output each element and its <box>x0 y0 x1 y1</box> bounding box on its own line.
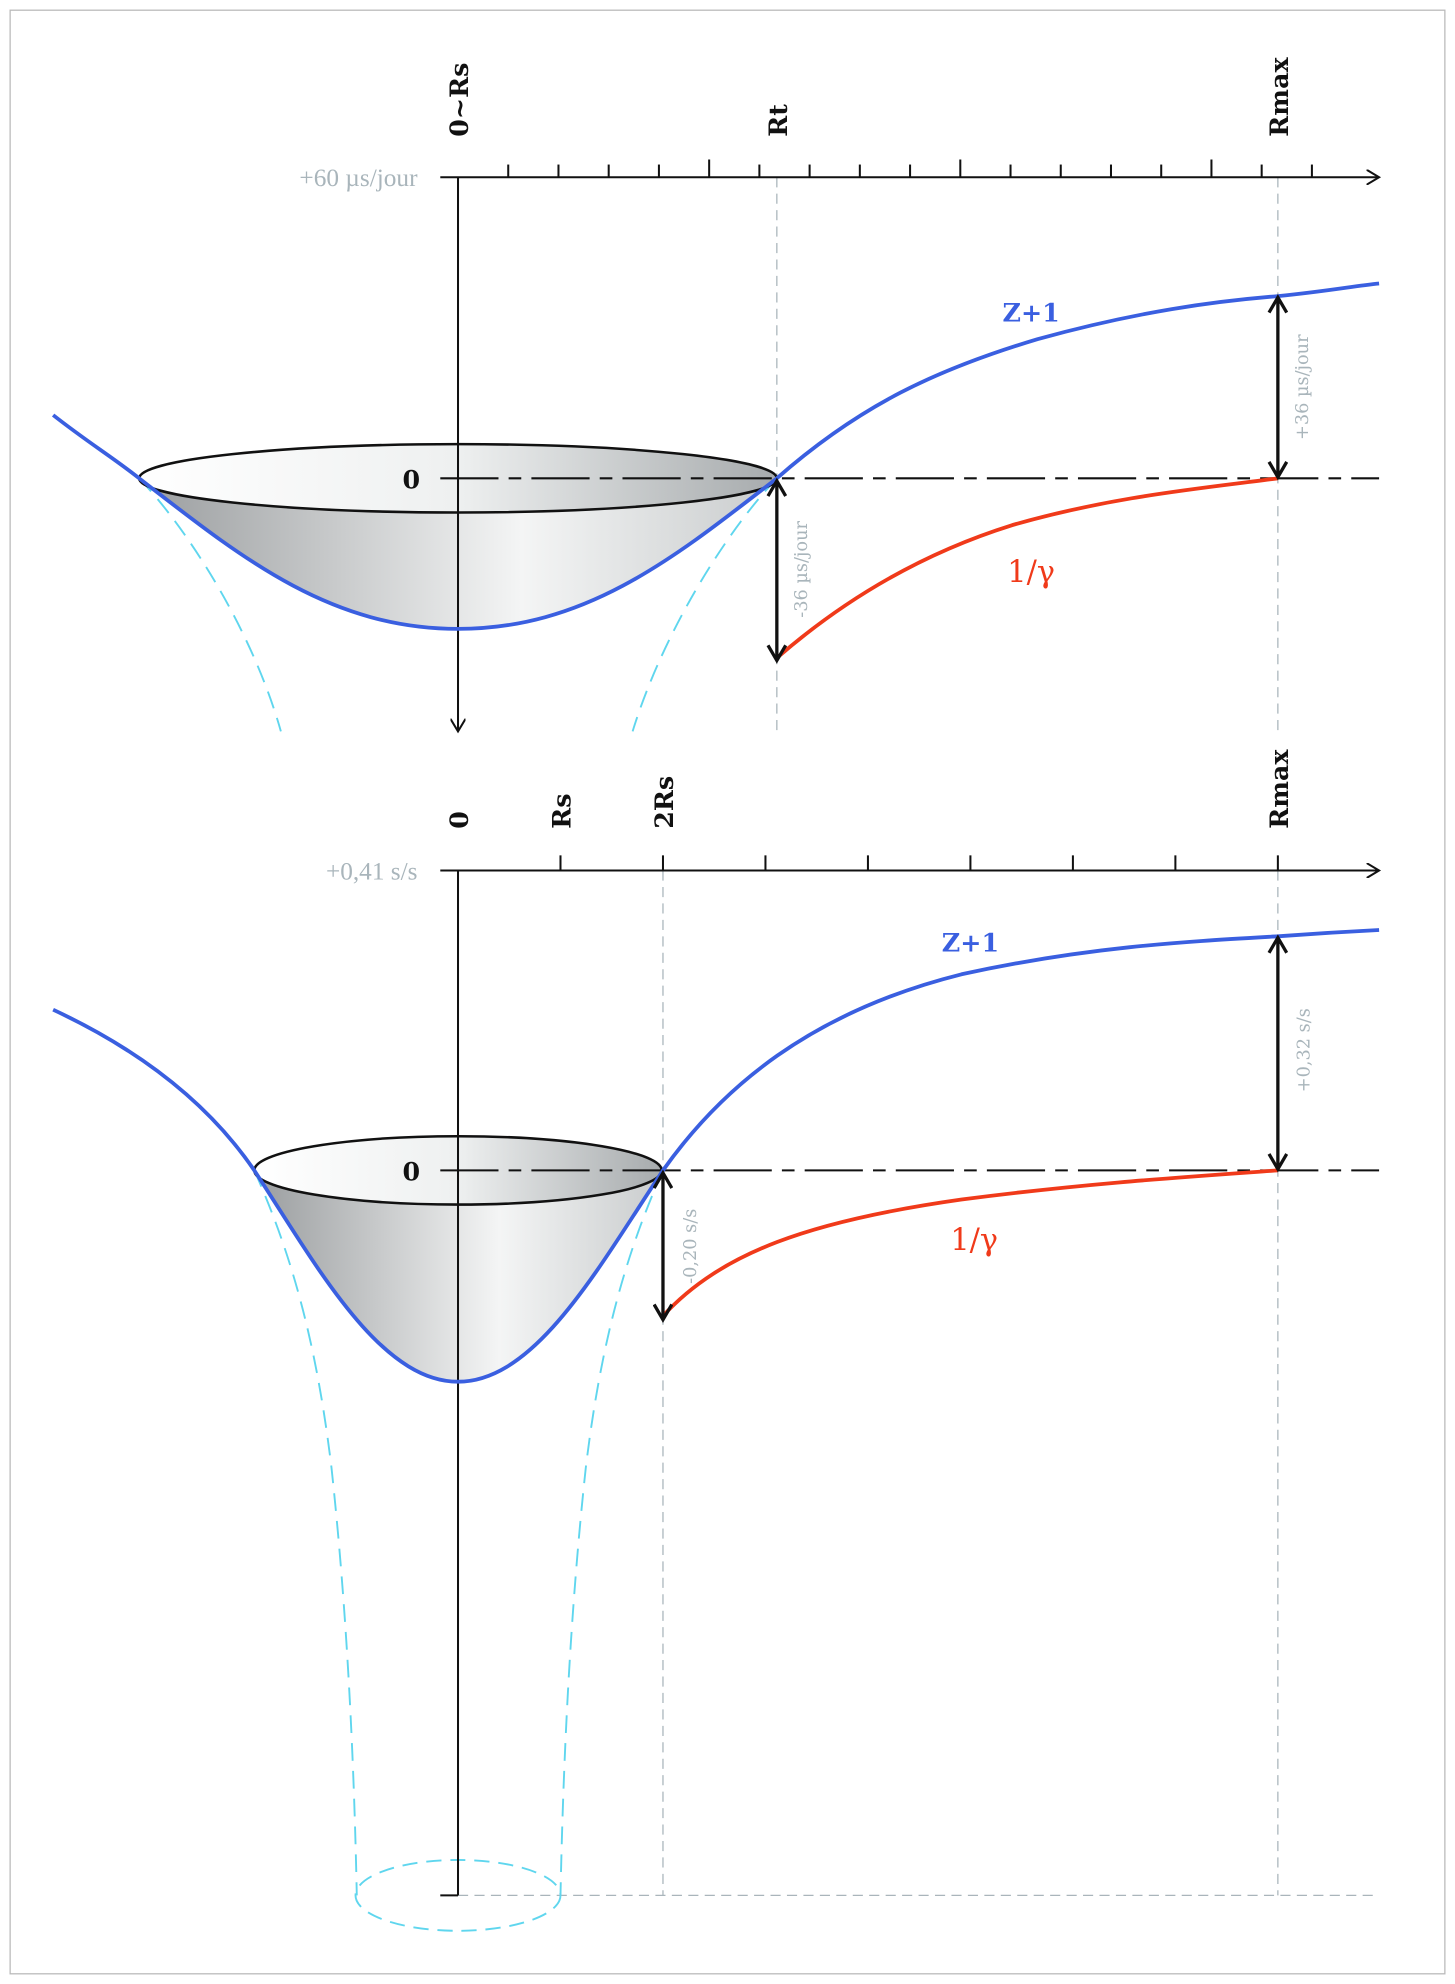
z-plus-1-curve <box>51 281 1380 631</box>
z-plus-1-label: Z+1 <box>1003 297 1060 327</box>
axis-ticks <box>559 855 1279 871</box>
zero-label: 0 <box>402 1157 420 1187</box>
axis-label-rs: Rs <box>547 794 577 829</box>
bottom-diagram: 0 Rs 2Rs Rmax +0,41 s/s 0 Z+1 1/γ -0,20 … <box>52 749 1380 1932</box>
delta-low-label: -36 µs/jour <box>792 521 812 618</box>
axis-label-rmax: Rmax <box>1264 749 1294 829</box>
axis-label-origin: 0 <box>444 811 474 829</box>
axis-label-rt: Rt <box>763 104 793 137</box>
frame <box>9 9 1446 1975</box>
inverse-gamma-curve <box>661 1168 1279 1318</box>
scale-label: +0,41 s/s <box>326 857 418 885</box>
delta-high-label: +36 µs/jour <box>1293 334 1313 440</box>
top-diagram: 0~Rs Rt Rmax +60 µs/jour 0 Z+1 1/γ -36 µ… <box>51 57 1380 732</box>
delta-high-label: +0,32 s/s <box>1295 1008 1315 1092</box>
left-horizon-dashed-curve <box>253 1170 358 1896</box>
left-horizon-dashed-curve <box>138 477 282 732</box>
axis-label-origin: 0~Rs <box>444 63 474 137</box>
scale-label: +60 µs/jour <box>299 164 418 192</box>
inverse-gamma-label: 1/γ <box>1007 555 1055 590</box>
delta-low-label: -0,20 s/s <box>681 1209 701 1284</box>
zero-label: 0 <box>402 464 420 494</box>
inverse-gamma-curve <box>775 476 1279 660</box>
axis-label-rmax: Rmax <box>1264 57 1294 137</box>
inverse-gamma-label: 1/γ <box>950 1223 998 1258</box>
right-horizon-dashed-curve <box>631 477 778 732</box>
z-plus-1-curve <box>52 928 1380 1384</box>
right-horizon-dashed-curve <box>559 1170 664 1896</box>
axis-ticks <box>507 159 1313 178</box>
axis-label-2rs: 2Rs <box>649 776 679 829</box>
z-plus-1-label: Z+1 <box>942 928 999 958</box>
